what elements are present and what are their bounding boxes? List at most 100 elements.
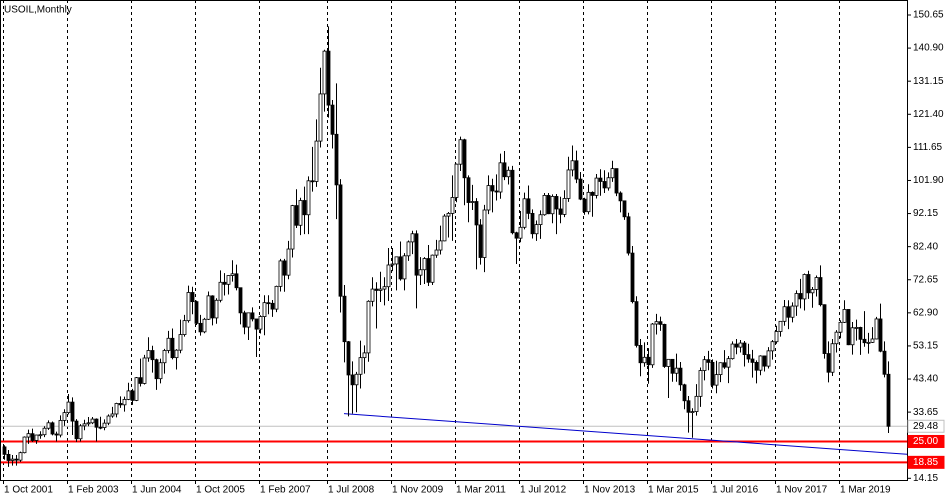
candle-body <box>726 358 731 368</box>
candle-body <box>578 178 583 200</box>
x-tick-label: 1 Mar 2019 <box>840 485 891 496</box>
candle-body <box>386 264 391 288</box>
x-tick-label: 1 Oct 2001 <box>4 485 53 496</box>
candle-body <box>126 390 131 400</box>
candle-body <box>14 458 19 461</box>
level-label-box <box>907 419 945 433</box>
candle-body <box>142 357 147 384</box>
candle-body <box>206 295 211 320</box>
candle-body <box>170 337 175 359</box>
y-tick-label: 33.65 <box>913 407 938 418</box>
y-tick-label: 150.65 <box>913 10 944 21</box>
candle-body <box>74 420 79 440</box>
plot-area <box>0 0 907 480</box>
candle-body <box>450 197 455 214</box>
candle-body <box>422 258 427 271</box>
candle-body <box>398 256 403 280</box>
candle-body <box>202 318 207 333</box>
candle-body <box>826 353 831 373</box>
candle-body <box>518 226 523 239</box>
x-tick-label: 1 Jul 2008 <box>328 485 375 496</box>
candle-body <box>534 224 539 235</box>
candle-body <box>330 104 335 135</box>
x-tick-label: 1 Mar 2015 <box>648 485 699 496</box>
candle-body <box>690 411 695 414</box>
candle-body <box>794 293 799 307</box>
candle-body <box>614 168 619 194</box>
candle-body <box>478 224 483 258</box>
candle-body <box>390 263 395 266</box>
candle-body <box>706 359 711 363</box>
candle-body <box>866 341 871 344</box>
level-label: 18.85 <box>913 457 938 468</box>
x-tick-label: 1 Feb 2003 <box>68 485 119 496</box>
candle-body <box>326 50 331 106</box>
y-tick-label: 72.65 <box>913 274 938 285</box>
candle-body <box>558 208 563 215</box>
candle-body <box>246 312 251 328</box>
candle-body <box>362 352 367 359</box>
candle-body <box>50 422 55 435</box>
candle-body <box>378 288 383 291</box>
candle-body <box>622 200 627 218</box>
candle-body <box>870 338 875 343</box>
candle-body <box>430 254 435 283</box>
candle-body <box>786 306 791 318</box>
candle-body <box>702 359 707 371</box>
level-label-box <box>907 455 945 469</box>
candle-body <box>662 323 667 367</box>
candle-body <box>114 403 119 415</box>
candle-body <box>178 334 183 351</box>
candle-body <box>186 292 191 322</box>
candle-body <box>678 367 683 386</box>
candle-body <box>442 215 447 242</box>
candle-body <box>710 361 715 386</box>
candle-body <box>154 359 159 380</box>
candle-body <box>394 256 399 265</box>
candle-body <box>494 190 499 193</box>
candle-body <box>350 374 355 386</box>
y-tick-label: 53.15 <box>913 341 938 352</box>
candle-body <box>338 184 343 297</box>
candle-body <box>838 321 843 333</box>
candle-body <box>606 177 611 189</box>
candle-body <box>722 362 727 368</box>
x-tick-label: 1 Feb 2007 <box>260 485 311 496</box>
candle-body <box>446 212 451 217</box>
candle-body <box>670 358 675 374</box>
candle-body <box>626 216 631 254</box>
candle-body <box>742 342 747 355</box>
candle-body <box>382 286 387 290</box>
candle-body <box>306 180 311 216</box>
candle-body <box>106 415 111 424</box>
candle-body <box>138 377 143 384</box>
candle-body <box>610 168 615 179</box>
chart-title: USOIL,Monthly <box>4 5 72 16</box>
y-tick-label: 62.90 <box>913 307 938 318</box>
y-tick-label: 101.90 <box>913 175 944 186</box>
candle-body <box>598 177 603 182</box>
y-tick-label: 140.90 <box>913 43 944 54</box>
candle-body <box>414 233 419 276</box>
candle-body <box>250 312 255 320</box>
candle-body <box>822 304 827 354</box>
candle-body <box>434 249 439 256</box>
candle-body <box>714 374 719 386</box>
y-tick-label: 43.40 <box>913 374 938 385</box>
candle-body <box>262 302 267 317</box>
candle-body <box>370 288 375 302</box>
candle-body <box>270 302 275 310</box>
candle-body <box>214 299 219 319</box>
candle-body <box>322 50 327 95</box>
candle-body <box>490 185 495 192</box>
candle-body <box>758 355 763 371</box>
candle-body <box>90 418 95 424</box>
candle-body <box>402 255 407 280</box>
candle-body <box>458 139 463 165</box>
candle-body <box>482 209 487 258</box>
candle-body <box>110 413 115 417</box>
candle-body <box>854 327 859 329</box>
